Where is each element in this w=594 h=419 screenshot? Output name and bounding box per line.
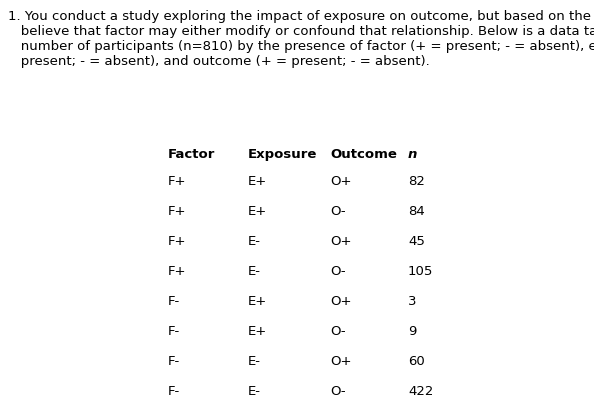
- Text: E+: E+: [248, 325, 267, 338]
- Text: number of participants (n=810) by the presence of factor (+ = present; - = absen: number of participants (n=810) by the pr…: [8, 40, 594, 53]
- Text: 3: 3: [408, 295, 416, 308]
- Text: E+: E+: [248, 205, 267, 218]
- Text: F+: F+: [168, 235, 187, 248]
- Text: F-: F-: [168, 355, 180, 368]
- Text: 422: 422: [408, 385, 434, 398]
- Text: 105: 105: [408, 265, 434, 278]
- Text: O-: O-: [330, 325, 346, 338]
- Text: present; - = absent), and outcome (+ = present; - = absent).: present; - = absent), and outcome (+ = p…: [8, 55, 429, 68]
- Text: E-: E-: [248, 265, 261, 278]
- Text: 82: 82: [408, 175, 425, 188]
- Text: F-: F-: [168, 325, 180, 338]
- Text: 45: 45: [408, 235, 425, 248]
- Text: E-: E-: [248, 235, 261, 248]
- Text: 60: 60: [408, 355, 425, 368]
- Text: Factor: Factor: [168, 148, 216, 161]
- Text: 9: 9: [408, 325, 416, 338]
- Text: O-: O-: [330, 385, 346, 398]
- Text: believe that factor may either modify or confound that relationship. Below is a : believe that factor may either modify or…: [8, 25, 594, 38]
- Text: E+: E+: [248, 295, 267, 308]
- Text: F-: F-: [168, 295, 180, 308]
- Text: O-: O-: [330, 205, 346, 218]
- Text: Exposure: Exposure: [248, 148, 317, 161]
- Text: F-: F-: [168, 385, 180, 398]
- Text: O+: O+: [330, 235, 352, 248]
- Text: F+: F+: [168, 205, 187, 218]
- Text: O-: O-: [330, 265, 346, 278]
- Text: 84: 84: [408, 205, 425, 218]
- Text: 1. You conduct a study exploring the impact of exposure on outcome, but based on: 1. You conduct a study exploring the imp…: [8, 10, 594, 23]
- Text: F+: F+: [168, 175, 187, 188]
- Text: E-: E-: [248, 385, 261, 398]
- Text: O+: O+: [330, 295, 352, 308]
- Text: F+: F+: [168, 265, 187, 278]
- Text: E-: E-: [248, 355, 261, 368]
- Text: n: n: [408, 148, 418, 161]
- Text: O+: O+: [330, 355, 352, 368]
- Text: E+: E+: [248, 175, 267, 188]
- Text: Outcome: Outcome: [330, 148, 397, 161]
- Text: O+: O+: [330, 175, 352, 188]
